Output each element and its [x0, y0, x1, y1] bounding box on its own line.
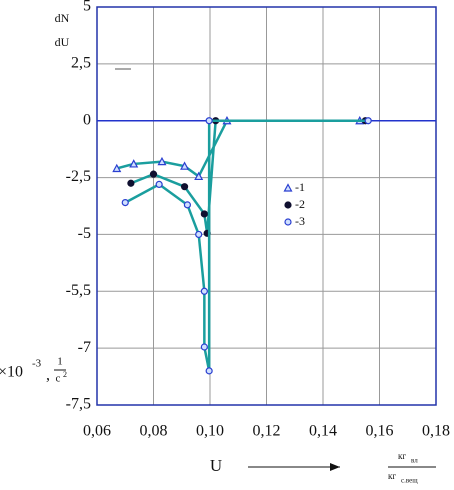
y-tick-label: 0: [83, 111, 91, 128]
x-tick-label: 0,12: [253, 423, 281, 440]
marker: [205, 117, 213, 125]
marker: [127, 179, 135, 187]
legend-marker: [283, 183, 293, 192]
marker: [129, 159, 139, 168]
x-tick-label: 0,10: [196, 423, 224, 440]
legend-marker: [284, 218, 292, 226]
y-tick-label: -2,5: [66, 168, 91, 185]
x-tick-label: 0,08: [140, 423, 168, 440]
marker: [121, 198, 129, 207]
y-label-denominator: dU: [55, 35, 70, 49]
marker: [183, 201, 191, 209]
y-tick-label: -5: [78, 225, 91, 242]
marker: [180, 161, 190, 170]
marker: [205, 367, 213, 375]
plot-frame: [96, 6, 437, 406]
x-tick-label: 0,16: [366, 423, 394, 440]
marker: [194, 171, 204, 181]
x-arrow-head: [330, 463, 340, 471]
y-unit-denominator-exponent: 2: [63, 370, 67, 379]
x-unit-numerator-sub: вл: [411, 457, 418, 465]
marker: [200, 343, 208, 351]
y-label-numerator: dN: [55, 11, 70, 25]
marker: [364, 117, 372, 125]
legend-label: -2: [295, 197, 305, 211]
x-tick-label: 0,06: [83, 423, 111, 440]
marker: [157, 156, 167, 166]
marker: [155, 180, 163, 188]
legend-label: -3: [295, 214, 305, 228]
marker: [200, 287, 208, 295]
marker: [195, 230, 203, 239]
legend-marker: [284, 201, 292, 209]
x-tick-label: 0,14: [309, 423, 337, 440]
y-tick-label: -7: [78, 339, 91, 356]
y-unit-base: ×10: [0, 364, 23, 381]
y-tick-label: 5: [83, 0, 91, 15]
x-label: U: [210, 456, 222, 475]
y-tick-label: 2,5: [71, 55, 91, 72]
x-unit-numerator: кг: [398, 451, 406, 461]
legend-label: -1: [295, 180, 305, 194]
marker: [149, 170, 158, 178]
y-tick-label: -5,5: [66, 282, 91, 299]
y-tick-label: -7,5: [66, 396, 91, 413]
x-tick-label: 0,18: [422, 423, 450, 440]
series-line: [130, 119, 366, 234]
x-unit-denominator-sub: с.вещ: [401, 477, 418, 485]
x-unit-denominator: кг: [388, 471, 396, 481]
y-unit-denominator: c: [56, 373, 61, 385]
y-unit-numerator: 1: [57, 356, 63, 368]
y-unit-separator: ,: [46, 367, 50, 384]
marker: [180, 183, 189, 191]
y-unit-exponent: -3: [32, 358, 42, 370]
marker: [112, 163, 122, 173]
marker: [200, 210, 208, 218]
